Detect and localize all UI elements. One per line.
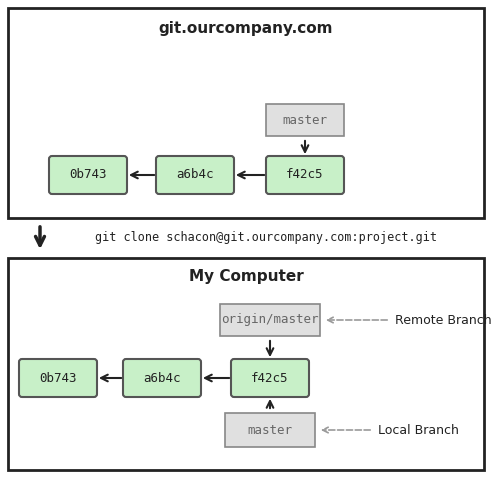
Text: master: master xyxy=(248,424,292,437)
Text: Remote Branch: Remote Branch xyxy=(395,313,492,327)
Bar xyxy=(8,8,484,218)
Text: f42c5: f42c5 xyxy=(286,169,324,182)
FancyBboxPatch shape xyxy=(156,156,234,194)
FancyBboxPatch shape xyxy=(123,359,201,397)
FancyBboxPatch shape xyxy=(19,359,97,397)
FancyBboxPatch shape xyxy=(266,156,344,194)
FancyBboxPatch shape xyxy=(231,359,309,397)
Text: My Computer: My Computer xyxy=(188,269,304,284)
Text: 0b743: 0b743 xyxy=(39,371,77,384)
Text: a6b4c: a6b4c xyxy=(144,371,181,384)
FancyBboxPatch shape xyxy=(220,304,320,336)
Text: git.ourcompany.com: git.ourcompany.com xyxy=(159,20,333,35)
Text: git clone schacon@git.ourcompany.com:project.git: git clone schacon@git.ourcompany.com:pro… xyxy=(95,231,437,244)
FancyBboxPatch shape xyxy=(225,413,315,447)
Text: 0b743: 0b743 xyxy=(69,169,107,182)
FancyBboxPatch shape xyxy=(266,104,344,136)
Text: origin/master: origin/master xyxy=(221,313,319,327)
FancyBboxPatch shape xyxy=(49,156,127,194)
Text: Local Branch: Local Branch xyxy=(378,424,459,437)
Bar xyxy=(8,258,484,470)
Text: f42c5: f42c5 xyxy=(252,371,289,384)
Text: master: master xyxy=(282,114,328,127)
Text: a6b4c: a6b4c xyxy=(176,169,214,182)
